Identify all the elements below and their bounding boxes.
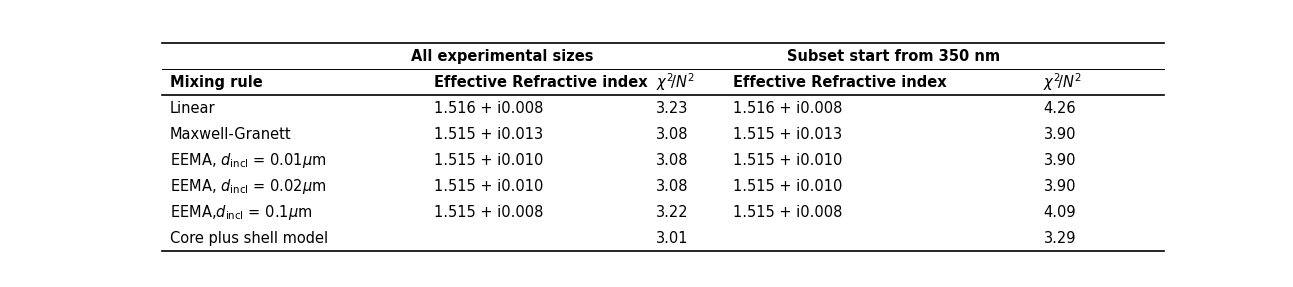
Text: Effective Refractive index: Effective Refractive index xyxy=(733,75,946,90)
Text: 1.515 + i0.010: 1.515 + i0.010 xyxy=(434,179,543,194)
Text: 1.515 + i0.008: 1.515 + i0.008 xyxy=(434,205,543,220)
Text: 1.515 + i0.010: 1.515 + i0.010 xyxy=(733,153,842,168)
Text: 3.22: 3.22 xyxy=(656,205,688,220)
Text: Linear: Linear xyxy=(169,101,215,116)
Text: 3.90: 3.90 xyxy=(1043,127,1076,142)
Text: All experimental sizes: All experimental sizes xyxy=(411,49,593,64)
Text: 3.01: 3.01 xyxy=(656,230,688,245)
Text: $\chi^2\!/N^2$: $\chi^2\!/N^2$ xyxy=(656,71,694,93)
Text: 1.515 + i0.008: 1.515 + i0.008 xyxy=(733,205,842,220)
Text: 3.08: 3.08 xyxy=(656,127,688,142)
Text: Subset start from 350 nm: Subset start from 350 nm xyxy=(786,49,999,64)
Text: $\chi^2\!/N^2$: $\chi^2\!/N^2$ xyxy=(1043,71,1082,93)
Text: 1.515 + i0.013: 1.515 + i0.013 xyxy=(733,127,842,142)
Text: 1.515 + i0.013: 1.515 + i0.013 xyxy=(434,127,543,142)
Text: Core plus shell model: Core plus shell model xyxy=(169,230,327,245)
Text: 1.516 + i0.008: 1.516 + i0.008 xyxy=(434,101,543,116)
Text: 1.516 + i0.008: 1.516 + i0.008 xyxy=(733,101,842,116)
Text: Mixing rule: Mixing rule xyxy=(169,75,262,90)
Text: 3.90: 3.90 xyxy=(1043,179,1076,194)
Text: 1.515 + i0.010: 1.515 + i0.010 xyxy=(434,153,543,168)
Text: 3.29: 3.29 xyxy=(1043,230,1076,245)
Text: 3.08: 3.08 xyxy=(656,179,688,194)
Text: EEMA, $d_{\rm incl}$ = 0.02$\mu$m: EEMA, $d_{\rm incl}$ = 0.02$\mu$m xyxy=(169,177,326,196)
Text: Maxwell-Granett: Maxwell-Granett xyxy=(169,127,291,142)
Text: 1.515 + i0.010: 1.515 + i0.010 xyxy=(733,179,842,194)
Text: EEMA, $d_{\rm incl}$ = 0.01$\mu$m: EEMA, $d_{\rm incl}$ = 0.01$\mu$m xyxy=(169,151,326,170)
Text: 3.08: 3.08 xyxy=(656,153,688,168)
Text: 4.26: 4.26 xyxy=(1043,101,1076,116)
Text: 3.23: 3.23 xyxy=(656,101,688,116)
Text: 4.09: 4.09 xyxy=(1043,205,1076,220)
Text: Effective Refractive index: Effective Refractive index xyxy=(434,75,648,90)
Text: EEMA,$d_{\rm incl}$ = 0.1$\mu$m: EEMA,$d_{\rm incl}$ = 0.1$\mu$m xyxy=(169,203,312,222)
Text: 3.90: 3.90 xyxy=(1043,153,1076,168)
